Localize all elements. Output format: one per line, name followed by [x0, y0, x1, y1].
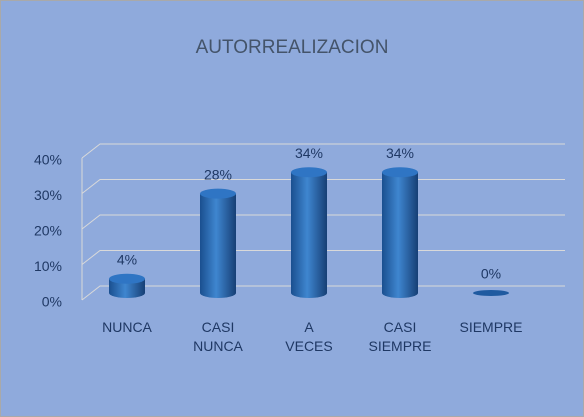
bar-top — [109, 273, 145, 284]
x-tick-label: CASI NUNCA — [193, 319, 243, 354]
grid-line — [81, 143, 565, 159]
x-tick-label: A VECES — [285, 319, 333, 354]
bar — [382, 172, 418, 298]
x-tick-label: CASI SIEMPRE — [368, 319, 432, 354]
value-label: 34% — [295, 145, 323, 161]
y-tick-label: 20% — [34, 223, 62, 239]
x-tick-label: SIEMPRE — [459, 319, 523, 335]
bar — [109, 278, 145, 298]
bar-top — [473, 290, 509, 296]
chart-title: AUTORREALIZACION — [196, 37, 389, 58]
value-label: 28% — [204, 166, 232, 182]
value-label: 34% — [386, 145, 414, 161]
y-tick-label: 40% — [34, 152, 62, 168]
bar-top — [291, 167, 327, 178]
x-tick-label: NUNCA — [102, 319, 152, 335]
bar-top — [200, 188, 236, 199]
y-tick-label: 0% — [42, 294, 62, 310]
value-label: 0% — [481, 266, 501, 282]
bar-top — [382, 167, 418, 178]
bar — [291, 172, 327, 298]
y-tick-label: 10% — [34, 258, 62, 274]
y-tick-label: 30% — [34, 187, 62, 203]
value-label: 4% — [117, 252, 137, 268]
bar — [200, 193, 236, 298]
